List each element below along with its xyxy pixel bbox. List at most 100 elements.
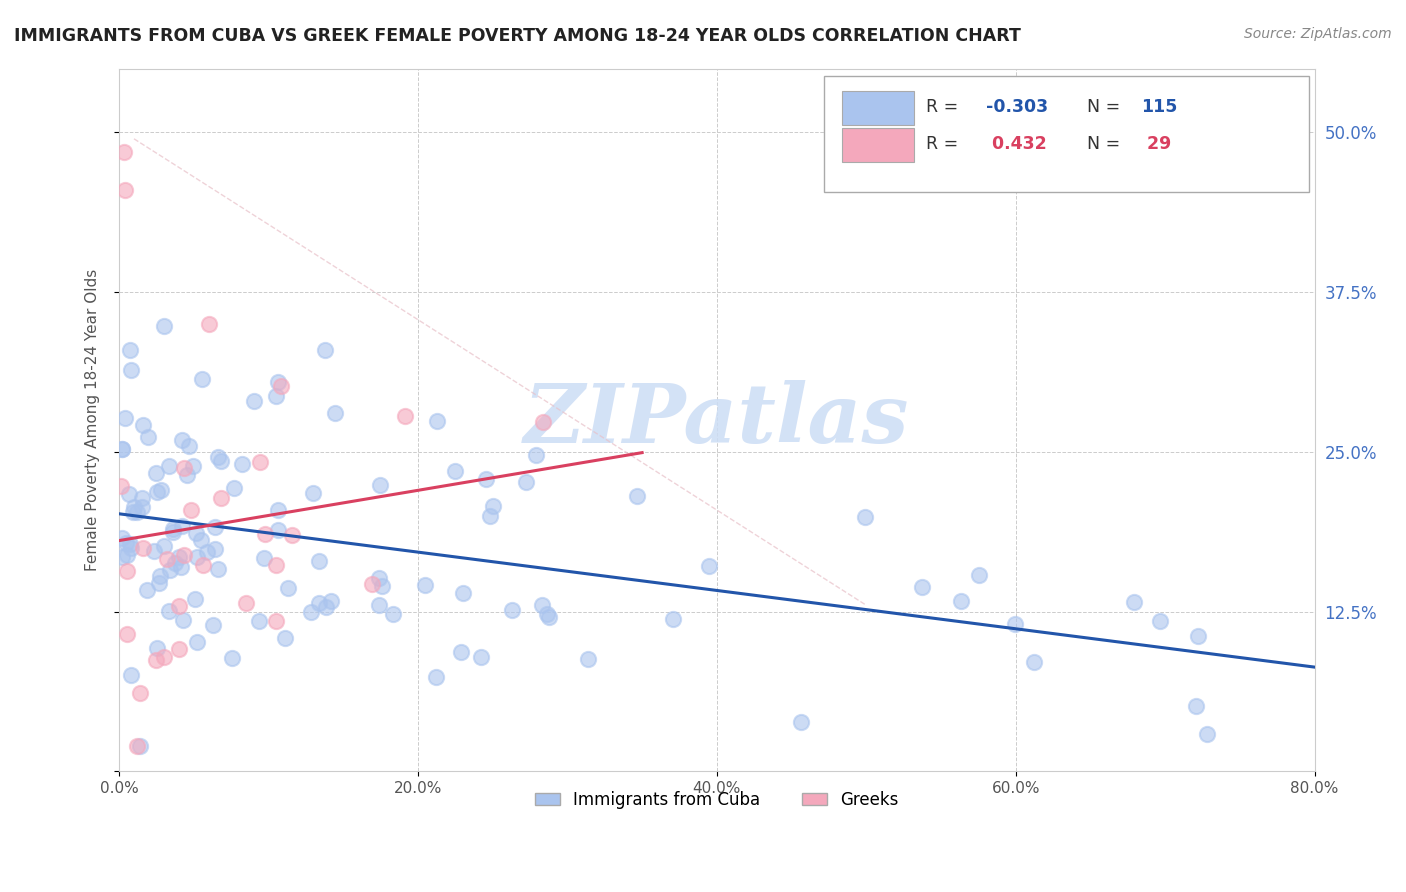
- Text: ZIPatlas: ZIPatlas: [524, 380, 910, 460]
- Point: [267, 523, 290, 537]
- Point: [157, 459, 180, 474]
- FancyBboxPatch shape: [842, 128, 914, 162]
- Text: R =: R =: [927, 98, 963, 116]
- Point: [121, 668, 143, 682]
- Point: [121, 506, 143, 520]
- Point: [853, 509, 876, 524]
- Point: [470, 650, 492, 665]
- Point: [197, 317, 219, 331]
- Point: [173, 460, 195, 475]
- Point: [148, 568, 170, 582]
- Point: [115, 564, 138, 578]
- Point: [136, 429, 159, 443]
- Point: [576, 652, 599, 666]
- Point: [315, 599, 337, 614]
- Point: [162, 524, 184, 539]
- Point: [451, 585, 474, 599]
- Point: [319, 594, 342, 608]
- Point: [475, 472, 498, 486]
- Point: [111, 442, 134, 456]
- Point: [207, 450, 229, 464]
- Point: [235, 596, 257, 610]
- Point: [524, 448, 547, 462]
- FancyBboxPatch shape: [824, 76, 1309, 192]
- Text: R =: R =: [927, 136, 963, 153]
- Point: [195, 545, 218, 559]
- Point: [264, 558, 287, 572]
- Point: [165, 556, 187, 570]
- Point: [190, 371, 212, 385]
- Point: [177, 439, 200, 453]
- Point: [167, 642, 190, 657]
- Point: [413, 577, 436, 591]
- Text: N =: N =: [1087, 98, 1126, 116]
- Point: [662, 612, 685, 626]
- Point: [172, 433, 194, 447]
- Point: [697, 558, 720, 573]
- Point: [394, 409, 416, 423]
- Text: 0.432: 0.432: [986, 136, 1046, 153]
- Point: [209, 454, 232, 468]
- Point: [515, 475, 537, 489]
- Point: [181, 458, 204, 473]
- Point: [367, 571, 389, 585]
- Point: [114, 536, 136, 550]
- Point: [129, 739, 152, 753]
- Point: [186, 550, 208, 565]
- Point: [266, 614, 288, 628]
- Point: [131, 491, 153, 506]
- Point: [145, 653, 167, 667]
- Point: [145, 640, 167, 655]
- Point: [131, 418, 153, 433]
- Point: [501, 602, 523, 616]
- Point: [120, 343, 142, 358]
- Point: [1024, 655, 1046, 669]
- Legend: Immigrants from Cuba, Greeks: Immigrants from Cuba, Greeks: [529, 784, 905, 816]
- Point: [267, 503, 290, 517]
- Point: [243, 393, 266, 408]
- Y-axis label: Female Poverty Among 18-24 Year Olds: Female Poverty Among 18-24 Year Olds: [86, 268, 100, 571]
- Point: [111, 550, 134, 565]
- Point: [142, 544, 165, 558]
- Point: [149, 483, 172, 497]
- Point: [1123, 595, 1146, 609]
- Point: [115, 548, 138, 562]
- Point: [1187, 629, 1209, 643]
- Point: [253, 551, 276, 566]
- Point: [790, 714, 813, 729]
- Point: [1197, 727, 1219, 741]
- Point: [120, 541, 142, 555]
- Point: [152, 319, 174, 334]
- Point: [967, 568, 990, 582]
- Point: [169, 560, 191, 574]
- Point: [146, 484, 169, 499]
- Point: [114, 183, 136, 197]
- Point: [314, 343, 336, 357]
- Point: [911, 580, 934, 594]
- Point: [125, 505, 148, 519]
- Point: [162, 522, 184, 536]
- Point: [367, 598, 389, 612]
- Point: [531, 415, 554, 429]
- Point: [115, 627, 138, 641]
- Point: [190, 533, 212, 547]
- Point: [129, 686, 152, 700]
- Point: [172, 613, 194, 627]
- FancyBboxPatch shape: [842, 91, 914, 125]
- Point: [172, 519, 194, 533]
- Point: [201, 618, 224, 632]
- Point: [382, 607, 405, 621]
- Point: [156, 552, 179, 566]
- Point: [267, 375, 290, 389]
- Point: [536, 607, 558, 621]
- Point: [254, 527, 277, 541]
- Text: IMMIGRANTS FROM CUBA VS GREEK FEMALE POVERTY AMONG 18-24 YEAR OLDS CORRELATION C: IMMIGRANTS FROM CUBA VS GREEK FEMALE POV…: [14, 27, 1021, 45]
- Point: [159, 563, 181, 577]
- Point: [157, 604, 180, 618]
- Point: [112, 145, 135, 159]
- Point: [184, 526, 207, 541]
- Point: [153, 539, 176, 553]
- Point: [136, 583, 159, 598]
- Point: [537, 610, 560, 624]
- Point: [173, 548, 195, 562]
